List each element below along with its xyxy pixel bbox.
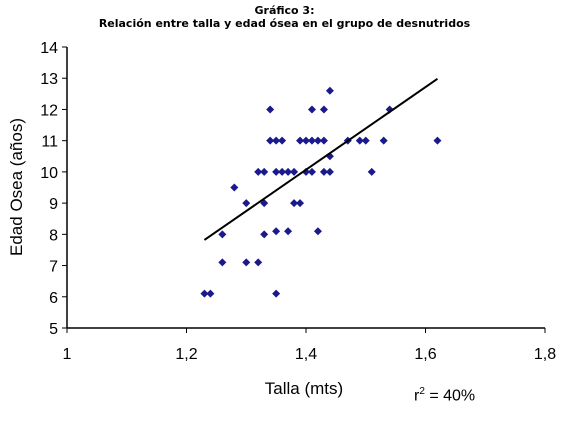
data-point (260, 167, 269, 176)
data-point (278, 136, 287, 145)
data-point (200, 289, 209, 298)
y-tick-label: 5 (49, 321, 58, 338)
r-squared-prefix: r (414, 387, 420, 405)
data-point (313, 136, 322, 145)
data-point (319, 136, 328, 145)
x-tick-label: 1,6 (414, 346, 436, 363)
y-tick-label: 12 (40, 102, 58, 119)
data-point (266, 105, 275, 114)
data-point (266, 136, 275, 145)
data-point (218, 230, 227, 239)
data-point (242, 199, 251, 208)
y-tick-label: 7 (49, 259, 58, 276)
y-tick-label: 9 (49, 196, 58, 213)
data-points (200, 86, 442, 298)
y-axis-title: Edad Osea (años) (7, 118, 26, 256)
data-point (313, 227, 322, 236)
data-point (307, 105, 316, 114)
data-point (290, 199, 299, 208)
y-tick-label: 13 (40, 71, 58, 88)
data-point (272, 227, 281, 236)
data-point (272, 167, 281, 176)
y-tick-label: 11 (41, 134, 58, 151)
r-squared-exponent: 2 (419, 386, 425, 397)
data-point (254, 258, 263, 267)
data-point (307, 167, 316, 176)
x-tick-label: 1,8 (534, 346, 556, 363)
y-tick-label: 14 (40, 40, 58, 57)
chart-title: Gráfico 3: (254, 4, 315, 17)
x-axis-title: Talla (mts) (265, 379, 343, 398)
data-point (218, 258, 227, 267)
x-tick-label: 1 (63, 346, 72, 363)
data-point (319, 167, 328, 176)
data-point (260, 230, 269, 239)
data-point (296, 199, 305, 208)
data-point (367, 167, 376, 176)
data-point (433, 136, 442, 145)
data-point (242, 258, 251, 267)
data-point (278, 167, 287, 176)
trendline-layer (203, 78, 439, 241)
data-point (296, 136, 305, 145)
data-point (272, 136, 281, 145)
trendline (203, 78, 439, 241)
data-point (325, 86, 334, 95)
data-point (307, 136, 316, 145)
chart-header: Gráfico 3: Relación entre talla y edad ó… (0, 4, 569, 30)
data-point (355, 136, 364, 145)
y-tick-label: 10 (40, 165, 58, 182)
data-point (302, 167, 310, 176)
r-squared-value: = 40% (424, 387, 476, 405)
data-point (284, 167, 293, 176)
x-tick-label: 1,4 (295, 346, 317, 363)
data-point (254, 167, 263, 176)
data-point (284, 227, 293, 236)
data-point (361, 136, 370, 145)
x-tick-label: 1,2 (175, 346, 197, 363)
data-point (230, 183, 239, 192)
data-point (272, 289, 281, 298)
data-point (206, 289, 215, 298)
data-point (319, 105, 328, 114)
data-point (379, 136, 388, 145)
y-tick-label: 8 (49, 227, 58, 244)
r-squared-annotation: r2 = 40% (414, 386, 475, 405)
chart-subtitle: Relación entre talla y edad ósea en el g… (98, 17, 471, 30)
data-point (290, 167, 299, 176)
data-point (302, 136, 310, 145)
chart-axes: 5 6 7 8 9 10 11 12 13 14 1 1,2 1,4 1,6 1,8 (40, 40, 556, 363)
data-point (325, 167, 334, 176)
y-tick-label: 6 (49, 290, 58, 307)
